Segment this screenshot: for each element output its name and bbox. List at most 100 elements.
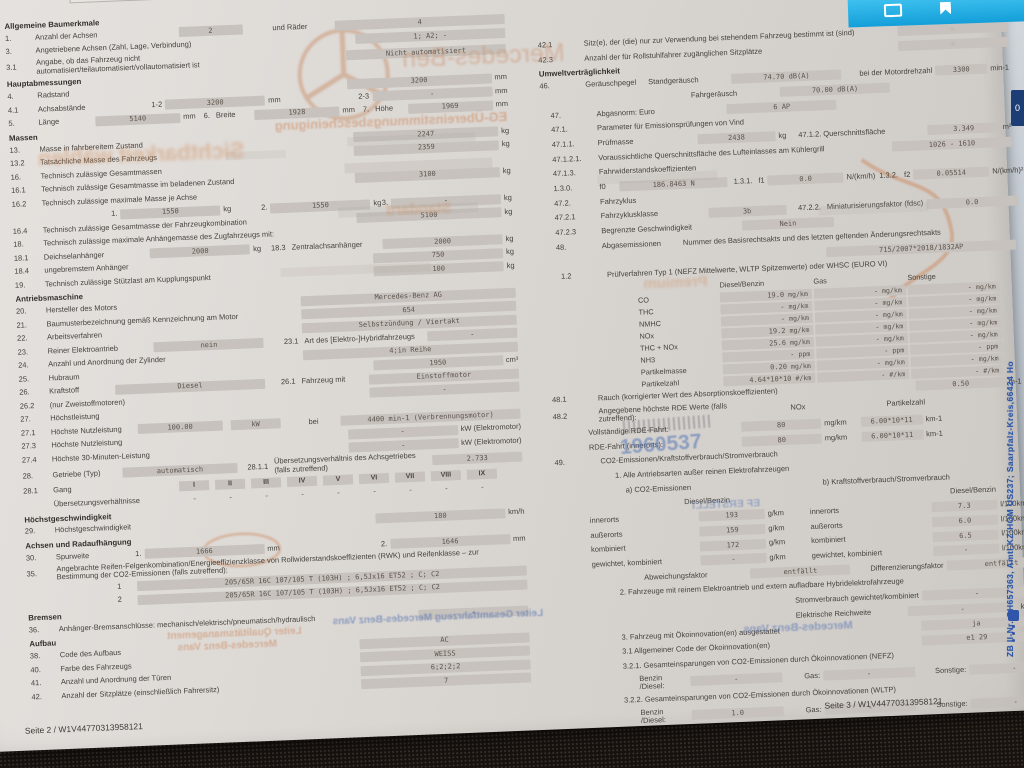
- field-number: 41.: [30, 678, 42, 688]
- field-value-text: 159: [725, 525, 739, 535]
- unit-label: mg/km: [977, 318, 998, 328]
- gear-ratio-value: -: [372, 487, 377, 496]
- part-label: Fahrgeräusch: [690, 88, 738, 100]
- field-value-text: 0.0: [965, 197, 979, 207]
- field-value: -: [907, 601, 1018, 617]
- gear-column-header: V: [322, 474, 354, 486]
- field-value-text: Einstoffmotor: [416, 371, 472, 382]
- window-icon[interactable]: [883, 3, 903, 17]
- field-value: 2.733: [432, 451, 523, 466]
- field-value: 3b: [707, 204, 787, 218]
- field-label: Fahrwiderstandskoeffizienten: [598, 163, 697, 177]
- field-label: Höchstleistung: [50, 411, 100, 423]
- field-value-text: 172: [726, 540, 740, 550]
- part-label: 1.3.2.: [879, 170, 899, 180]
- field-number: 16.2: [11, 198, 27, 209]
- field-value-text: 6;2;2;2: [430, 662, 461, 672]
- field-number: [574, 594, 620, 596]
- field-number: 26.2: [19, 400, 35, 411]
- field-value-text: 4;in Reihe: [389, 345, 432, 356]
- field-value: 0.05514: [913, 166, 990, 180]
- field-value: 3300: [935, 64, 988, 77]
- field-value-text: 180: [433, 511, 447, 520]
- part-label: Gas:: [805, 704, 822, 715]
- field-value-text: 6.00*10*11: [870, 416, 913, 426]
- field-value-text: 1550: [311, 201, 330, 211]
- field-value-text: Mercedes-Benz AG: [374, 291, 443, 302]
- field-value-text: -: [977, 342, 983, 352]
- bookmark-icon[interactable]: [940, 1, 951, 14]
- field-number: 48.: [555, 242, 567, 252]
- field-value-text: -: [970, 355, 975, 364]
- field-value: 0.50: [915, 377, 1006, 391]
- unit-label: mg/km: [975, 282, 996, 292]
- field-label: Deichselanhänger: [43, 249, 105, 262]
- field-value-text: 19.2: [768, 326, 786, 336]
- field-number: [578, 701, 624, 703]
- field-value-text: -: [866, 669, 872, 679]
- field-value-text: 3200: [410, 76, 428, 86]
- unit-label: mg/km: [787, 289, 809, 299]
- field-value-text: 80: [777, 435, 787, 445]
- part-label: 2.: [261, 202, 268, 213]
- field-value-text: -: [1013, 698, 1018, 707]
- part-label: Abweichungsfaktor: [643, 569, 708, 582]
- field-value: 6.5: [932, 529, 999, 542]
- unit-label: mg/km: [823, 417, 847, 428]
- app-icon[interactable]: [1008, 610, 1019, 642]
- unit-label: mg/km: [883, 321, 904, 331]
- field-number: 28.: [22, 470, 34, 481]
- field-number: [741, 616, 787, 618]
- field-label: Geräuschpegel: [585, 77, 637, 89]
- field-value-text: e1 29: [966, 633, 988, 643]
- rde-row-label: RDE-Fahrt (innerorts):: [588, 439, 664, 452]
- field-number: 35.: [26, 568, 38, 579]
- field-value-text: 2247: [417, 129, 435, 139]
- field-value-text: Nein: [779, 219, 797, 229]
- field-number: 4.: [7, 91, 14, 102]
- field-label: Höchstgeschwindigkeit: [54, 522, 132, 535]
- unit-label: kg: [502, 165, 511, 176]
- field-number: 16.4: [12, 225, 28, 236]
- field-label: Getriebe (Typ): [52, 468, 101, 479]
- unit-label: mg/km: [881, 286, 903, 295]
- field-value-text: AC: [440, 636, 449, 645]
- field-value: 6 AP: [726, 99, 837, 114]
- part-label: 7.: [362, 104, 370, 114]
- field-label: f0: [599, 181, 606, 192]
- field-number: 40.: [30, 664, 41, 675]
- field-value-text: 1; A2; -: [413, 30, 448, 41]
- unit-label: mm: [495, 99, 509, 109]
- field-value-text: -: [400, 441, 406, 450]
- field-value: automatisch: [122, 462, 238, 478]
- field-value-text: 1928: [288, 108, 306, 118]
- field-value: -: [970, 695, 1024, 710]
- field-value: 74.70 dB(A): [731, 69, 842, 85]
- field-value-text: 70.00 dB(A): [811, 84, 859, 95]
- field-label: Fahrzyklusklasse: [600, 209, 659, 221]
- field-value: 1026 - 1610: [891, 136, 1013, 152]
- gear-ratio-value: -: [444, 484, 449, 493]
- field-label: Höchste Nutzleistung: [50, 424, 122, 437]
- gear-column-header: II: [214, 478, 246, 490]
- field-number: 47.2.: [553, 198, 571, 208]
- field-number: [87, 587, 117, 588]
- field-value-text: 715/2007*2018/1832AP: [878, 242, 964, 254]
- field-number: 26.: [19, 387, 30, 397]
- gear-column-header: I: [178, 479, 210, 492]
- part-label: und Räder: [272, 21, 308, 33]
- field-number: [593, 683, 639, 685]
- co2-b-label: kombiniert: [810, 535, 846, 546]
- rde-column-nox: NOx: [790, 401, 806, 412]
- field-number: 47.: [550, 110, 562, 120]
- field-value: 193: [698, 509, 765, 522]
- field-label: Hersteller des Motors: [45, 302, 118, 315]
- field-value-text: -: [875, 334, 881, 344]
- field-number: [569, 476, 615, 478]
- part-label: Zentralachsanhänger: [291, 239, 363, 252]
- unit-label: mm: [494, 85, 508, 96]
- page-2-content: Allgemeine Baumerkmale 1. Anzahl der Achse…: [4, 0, 532, 705]
- field-number: 47.1.3.: [552, 168, 576, 179]
- field-label: Masse in fahrbereitem Zustand: [39, 140, 143, 154]
- field-value: 0.0: [767, 172, 844, 186]
